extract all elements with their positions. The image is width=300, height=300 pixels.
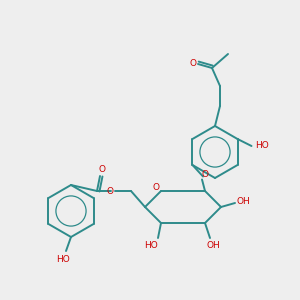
Text: HO: HO: [56, 254, 70, 263]
Text: HO: HO: [255, 142, 268, 151]
Text: O: O: [152, 182, 160, 191]
Text: O: O: [202, 170, 208, 179]
Text: O: O: [190, 58, 196, 68]
Text: OH: OH: [206, 241, 220, 250]
Text: O: O: [98, 166, 106, 175]
Text: O: O: [106, 188, 113, 196]
Text: OH: OH: [236, 196, 250, 206]
Text: HO: HO: [144, 242, 158, 250]
